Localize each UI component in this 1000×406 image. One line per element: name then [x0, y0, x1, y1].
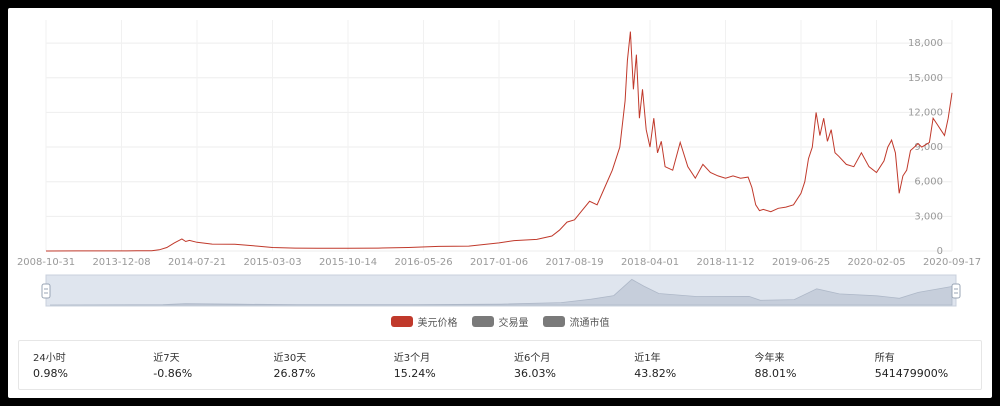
- stat-ytd: 今年来 88.01%: [741, 341, 861, 389]
- y-tick-label: 9,000: [914, 142, 943, 153]
- stat-label: 24小时: [33, 353, 66, 364]
- chart-panel: 0 3,000 6,000 9,000 12,000 15,000 18,000 2008-…: [8, 8, 992, 398]
- stat-all: 所有 541479900%: [861, 341, 981, 389]
- legend-label: 交易量: [498, 318, 529, 329]
- legend-item-market-cap[interactable]: 流通市值: [542, 314, 610, 329]
- y-tick-label: 0: [937, 246, 943, 257]
- grid: [45, 20, 953, 252]
- stat-label: 今年来: [754, 353, 785, 364]
- x-tick-label: 2018-04-01: [621, 257, 679, 268]
- x-tick-label: 2015-03-03: [243, 257, 301, 268]
- stat-value: 541479900%: [874, 367, 949, 380]
- stat-24h: 24小时 0.98%: [19, 341, 139, 389]
- y-axis: 0 3,000 6,000 9,000 12,000 15,000 18,000: [908, 38, 943, 257]
- x-tick-label: 2020-09-17: [923, 257, 981, 268]
- stat-6m: 近6个月 36.03%: [500, 341, 620, 389]
- x-tick-label: 2008-10-31: [17, 257, 75, 268]
- stat-value: 88.01%: [754, 367, 797, 380]
- range-navigator[interactable]: [41, 274, 961, 307]
- y-tick-label: 18,000: [908, 38, 943, 49]
- y-tick-label: 6,000: [914, 177, 943, 188]
- x-tick-label: 2015-10-14: [319, 257, 377, 268]
- x-tick-label: 2020-02-05: [847, 257, 905, 268]
- stat-value: -0.86%: [153, 367, 193, 380]
- stat-7d: 近7天 -0.86%: [139, 341, 259, 389]
- x-axis: 2008-10-31 2013-12-08 2014-07-21 2015-03-03…: [17, 257, 981, 268]
- x-tick-label: 2014-07-21: [168, 257, 226, 268]
- navigator-area: [49, 278, 953, 306]
- x-tick-label: 2016-05-26: [394, 257, 452, 268]
- navigator-right-handle[interactable]: [951, 283, 961, 299]
- legend-label: 美元价格: [417, 318, 458, 329]
- stat-value: 43.82%: [634, 367, 677, 380]
- legend-swatch: [471, 316, 494, 327]
- legend-item-usd-price[interactable]: 美元价格: [390, 314, 458, 329]
- series-line-usd-price: [45, 31, 953, 252]
- stat-label: 近7天: [153, 353, 180, 364]
- stat-label: 近30天: [273, 353, 307, 364]
- stat-label: 所有: [874, 353, 895, 364]
- legend-swatch: [390, 316, 413, 327]
- price-chart[interactable]: 0 3,000 6,000 9,000 12,000 15,000 18,000 2008-…: [8, 8, 992, 308]
- y-tick-label: 12,000: [908, 107, 943, 118]
- x-tick-label: 2017-01-06: [470, 257, 528, 268]
- legend-swatch: [542, 316, 565, 327]
- x-tick-label: 2013-12-08: [92, 257, 150, 268]
- stat-value: 36.03%: [514, 367, 556, 380]
- stat-label: 近1年: [634, 353, 661, 364]
- stat-value: 26.87%: [273, 367, 316, 380]
- y-tick-label: 15,000: [908, 73, 943, 84]
- x-tick-label: 2019-06-25: [772, 257, 830, 268]
- navigator-left-handle[interactable]: [41, 283, 51, 299]
- stat-label: 近6个月: [514, 353, 551, 364]
- stat-1y: 近1年 43.82%: [620, 341, 740, 389]
- stat-value: 0.98%: [33, 367, 68, 380]
- legend: 美元价格 交易量 流通市值: [8, 314, 992, 329]
- x-tick-label: 2018-11-12: [696, 257, 754, 268]
- performance-stats: 24小时 0.98% 近7天 -0.86% 近30天 26.87% 近3个月 15.24…: [18, 340, 982, 390]
- y-tick-label: 3,000: [914, 211, 943, 222]
- stat-30d: 近30天 26.87%: [260, 341, 380, 389]
- legend-label: 流通市值: [569, 318, 610, 329]
- stat-label: 近3个月: [393, 353, 431, 364]
- legend-item-volume[interactable]: 交易量: [471, 314, 529, 329]
- stat-value: 15.24%: [393, 367, 436, 380]
- x-tick-label: 2017-08-19: [545, 257, 603, 268]
- stat-3m: 近3个月 15.24%: [380, 341, 500, 389]
